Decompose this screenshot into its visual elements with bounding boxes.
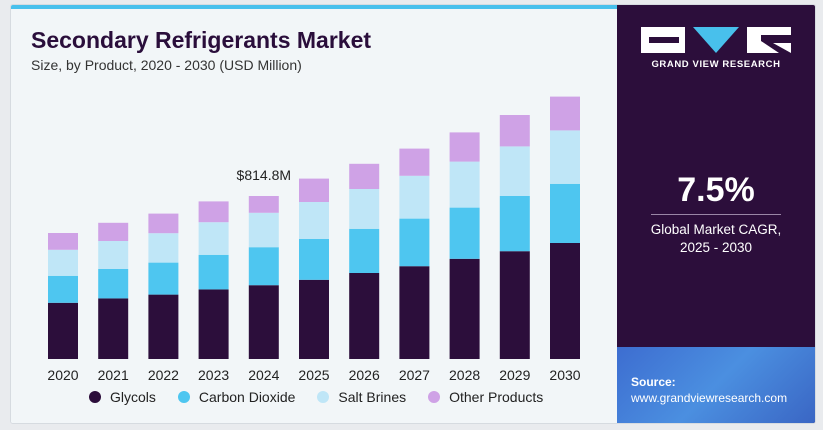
x-tick-label-2025: 2025	[298, 367, 329, 383]
bar-glycols-2021	[98, 298, 129, 359]
legend-swatch-glycols	[89, 391, 101, 403]
legend-item-salt-brines: Salt Brines	[317, 389, 406, 405]
bar-other-products-2022	[148, 213, 179, 234]
x-tick-label-2023: 2023	[198, 367, 229, 383]
bar-other-products-2023	[198, 201, 229, 223]
cagr-value: 7.5%	[677, 171, 755, 209]
chart-title: Secondary Refrigerants Market	[31, 27, 372, 53]
x-tick-label-2027: 2027	[399, 367, 430, 383]
stacked-bar-chart: 2020 2021 2022 2023 2024 2025 2026 2027 2028 2029…	[47, 96, 581, 383]
bar-carbon-dioxide-2028	[449, 207, 480, 259]
cagr-divider	[651, 214, 781, 215]
bar-salt-brines-2022	[148, 233, 179, 263]
x-tick-label-2026: 2026	[349, 367, 380, 383]
legend-swatch-carbon-dioxide	[177, 391, 190, 403]
bar-carbon-dioxide-2021	[98, 269, 129, 299]
info-panel: GRAND VIEW RESEARCH 7.5% Global Market C…	[617, 5, 815, 423]
bar-glycols-2022	[148, 294, 179, 359]
legend-item-carbon-dioxide: Carbon Dioxide	[177, 389, 296, 405]
bar-other-products-2027	[399, 148, 430, 176]
bar-carbon-dioxide-2027	[399, 218, 430, 267]
bar-salt-brines-2029	[499, 146, 530, 196]
chart-subtitle: Size, by Product, 2020 - 2030 (USD Milli…	[31, 57, 302, 73]
bar-carbon-dioxide-2029	[499, 196, 530, 252]
bar-other-products-2020	[48, 233, 78, 250]
source-label: Source:	[631, 375, 676, 389]
x-tick-label-2029: 2029	[499, 367, 530, 383]
x-tick-label-2021: 2021	[98, 367, 129, 383]
bar-other-products-2021	[98, 222, 129, 241]
bar-other-products-2029	[499, 115, 530, 147]
bar-other-products-2024	[248, 196, 279, 213]
bar-glycols-2025	[299, 279, 329, 359]
bar-salt-brines-2027	[399, 175, 430, 219]
bar-glycols-2026	[349, 273, 380, 359]
legend-label-glycols: Glycols	[110, 389, 156, 405]
bar-salt-brines-2024	[248, 212, 279, 248]
bar-other-products-2026	[349, 163, 380, 189]
bar-other-products-2030	[550, 96, 580, 131]
legend-label-carbon-dioxide: Carbon Dioxide	[198, 389, 296, 405]
x-tick-label-2024: 2024	[248, 367, 279, 383]
bar-salt-brines-2026	[349, 189, 380, 229]
legend-item-glycols: Glycols	[89, 389, 156, 405]
chart-card: Secondary Refrigerants Market Size, by P…	[10, 4, 816, 424]
x-tick-label-2030: 2030	[549, 367, 580, 383]
bar-carbon-dioxide-2025	[299, 239, 329, 280]
legend-swatch-salt-brines	[317, 391, 330, 403]
cagr-label: Global Market CAGR, 2025 - 2030	[617, 221, 815, 257]
x-tick-label-2028: 2028	[449, 367, 480, 383]
cagr-label-line2: 2025 - 2030	[679, 240, 753, 255]
legend-label-other-products: Other Products	[449, 389, 544, 405]
bar-glycols-2030	[550, 243, 580, 359]
data-label-2024: $814.8M	[237, 167, 291, 183]
bar-carbon-dioxide-2020	[48, 275, 78, 303]
cagr-label-line1: Global Market CAGR,	[650, 222, 782, 237]
bar-glycols-2023	[198, 289, 229, 359]
bar-salt-brines-2021	[98, 241, 129, 269]
bar-glycols-2029	[499, 251, 530, 359]
source-box: Source: www.grandviewresearch.com	[617, 347, 815, 423]
x-tick-label-2022: 2022	[148, 367, 179, 383]
bar-glycols-2020	[48, 302, 78, 359]
bar-salt-brines-2030	[550, 130, 580, 184]
chart-legend: Glycols Carbon Dioxide Salt Brines Other Pr…	[89, 389, 543, 405]
bar-salt-brines-2028	[449, 161, 480, 208]
bar-other-products-2025	[299, 178, 329, 202]
brand-name: GRAND VIEW RESEARCH	[651, 59, 781, 70]
legend-swatch-other-products	[428, 391, 441, 403]
bar-carbon-dioxide-2022	[148, 262, 179, 295]
bar-carbon-dioxide-2030	[550, 183, 580, 243]
bar-glycols-2024	[248, 285, 279, 359]
bar-salt-brines-2025	[299, 202, 329, 239]
bar-carbon-dioxide-2023	[198, 254, 229, 290]
legend-item-other-products: Other Products	[428, 389, 543, 405]
source-link[interactable]: www.grandviewresearch.com	[631, 391, 788, 405]
bar-other-products-2028	[449, 132, 480, 162]
bar-glycols-2028	[449, 258, 480, 359]
chart-panel: Secondary Refrigerants Market Size, by P…	[11, 5, 617, 423]
bar-salt-brines-2020	[48, 249, 78, 276]
bar-salt-brines-2023	[198, 222, 229, 255]
legend-label-salt-brines: Salt Brines	[338, 389, 407, 405]
bar-carbon-dioxide-2024	[248, 247, 279, 286]
bar-glycols-2027	[399, 266, 430, 359]
x-tick-label-2020: 2020	[47, 367, 78, 383]
gvr-logo-icon	[641, 27, 791, 53]
bar-carbon-dioxide-2026	[349, 228, 380, 273]
